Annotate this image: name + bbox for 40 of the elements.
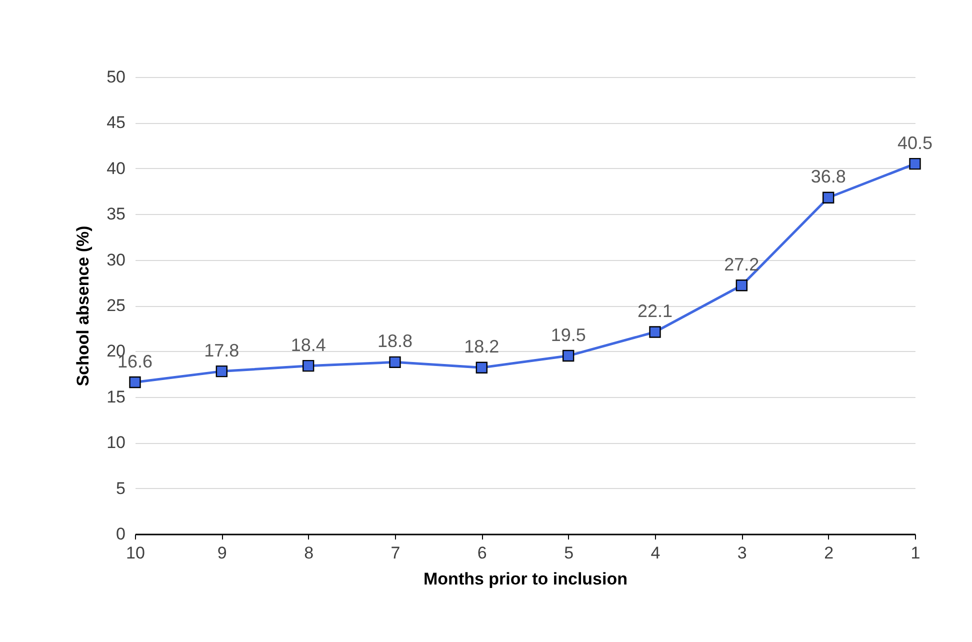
y-tick-label: 40 xyxy=(106,158,126,178)
point xyxy=(562,350,574,362)
x-tick-label: 4 xyxy=(650,544,660,562)
data-label: 36.8 xyxy=(810,166,846,187)
data-label: 18.8 xyxy=(377,331,413,352)
y-tick-label: 0 xyxy=(116,524,126,544)
y-tick-label: 15 xyxy=(106,387,126,406)
point xyxy=(129,376,141,388)
y-axis-title: School absence (%) xyxy=(74,226,93,386)
data-label: 19.5 xyxy=(550,324,586,345)
point xyxy=(476,362,488,374)
y-tick-label: 10 xyxy=(106,433,126,452)
point xyxy=(649,326,661,338)
x-tick-label: 1 xyxy=(910,544,920,562)
x-tick-label: 3 xyxy=(737,544,747,562)
x-axis-title: Months prior to inclusion xyxy=(424,570,628,588)
point xyxy=(389,356,401,368)
x-tick-label: 5 xyxy=(564,544,574,562)
y-tick-label: 30 xyxy=(106,250,126,270)
x-tick-label: 2 xyxy=(824,544,834,562)
point xyxy=(302,360,314,372)
y-tick-label: 5 xyxy=(116,478,126,498)
point xyxy=(822,192,834,204)
data-label: 17.8 xyxy=(204,340,240,360)
y-tick-label: 35 xyxy=(106,204,126,224)
x-tick-label: 9 xyxy=(217,544,227,562)
x-tick-label: 8 xyxy=(304,544,314,562)
y-tick-label: 45 xyxy=(106,113,126,132)
data-label: 40.5 xyxy=(897,132,933,153)
data-label: 27.2 xyxy=(724,254,760,274)
data-label: 18.4 xyxy=(290,334,326,355)
x-tick-label: 6 xyxy=(477,544,487,562)
y-tick-label: 50 xyxy=(106,68,126,86)
point xyxy=(909,158,921,170)
data-label: 18.2 xyxy=(464,336,500,357)
y-tick-label: 25 xyxy=(106,296,126,315)
point xyxy=(216,365,228,378)
point xyxy=(736,280,748,292)
x-tick-label: 7 xyxy=(390,544,400,562)
data-label: 22.1 xyxy=(637,301,673,322)
